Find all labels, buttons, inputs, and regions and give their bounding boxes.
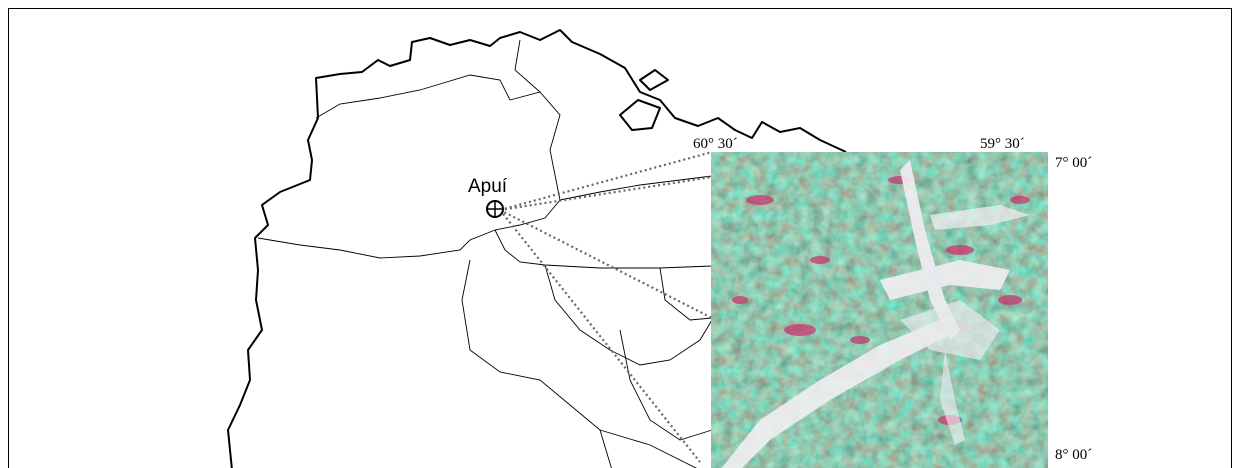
- satellite-image: [711, 152, 1048, 468]
- coordinate-label: 60° 30´: [693, 136, 738, 152]
- location-marker: [486, 200, 504, 218]
- coordinate-label: 8° 00´: [1055, 447, 1092, 463]
- coordinate-label: 7° 00´: [1055, 155, 1092, 171]
- connector-lines: [499, 150, 713, 463]
- frame: [8, 8, 1232, 468]
- place-label: Apuí: [468, 176, 508, 197]
- coordinate-label: 59° 30´: [980, 136, 1025, 152]
